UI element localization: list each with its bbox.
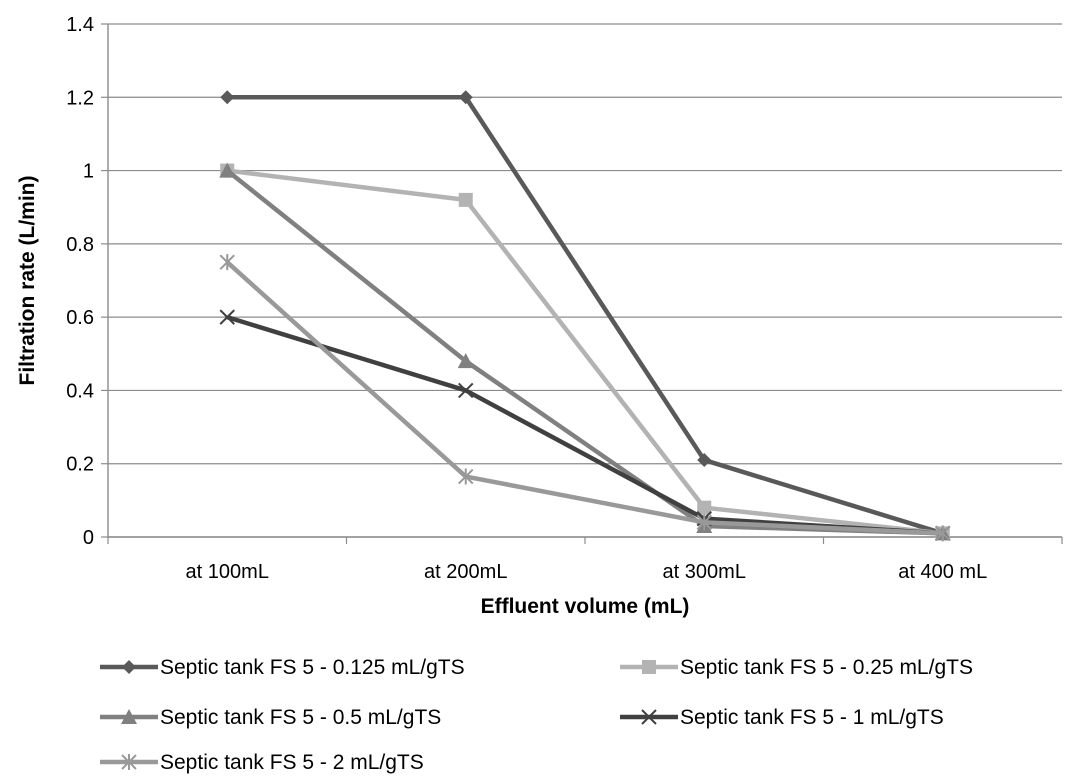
marker-triangle [219,162,236,178]
marker-x [458,382,474,399]
y-tick-label: 1 [83,161,94,183]
marker-square [458,192,473,207]
y-tick-label: 1.2 [66,87,94,109]
marker-diamond [220,90,235,105]
x-tick-label: at 200mL [424,561,507,583]
series-line [226,168,943,536]
series-line [227,95,944,536]
x-tick-label: at 100mL [186,561,269,583]
legend-item: Septic tank FS 5 - 0.5 mL/gTS [100,706,441,729]
series-group [219,90,951,542]
marker-diamond [697,453,712,468]
legend-label: Septic tank FS 5 - 2 mL/gTS [160,751,424,774]
x-tick-label: at 300mL [663,561,746,583]
x-axis-ticks: at 100mL at 200mL at 300mL at 400 mL [107,537,1063,583]
legend-item: Septic tank FS 5 - 0.25 mL/gTS [620,656,973,679]
legend-label: Septic tank FS 5 - 0.25 mL/gTS [680,656,973,679]
marker-triangle [457,353,474,369]
legend-item: Septic tank FS 5 - 2 mL/gTS [100,751,424,774]
y-tick-label: 0.4 [66,380,94,402]
marker-square [642,660,656,674]
marker-x [641,709,657,725]
legend-item: Septic tank FS 5 - 1 mL/gTS [620,706,944,729]
marker-star [219,254,235,271]
marker-diamond [122,660,136,674]
legend-item: Septic tank FS 5 - 0.125 mL/gTS [100,656,465,679]
marker-star [696,514,712,531]
marker-triangle [121,709,137,724]
y-tick-label: 0 [83,527,94,549]
marker-star [458,468,474,485]
marker-square [697,500,712,515]
series-line [225,260,943,536]
x-axis-title: Effluent volume (mL) [481,595,690,618]
series-4 [219,309,951,542]
y-tick-label: 0.6 [66,307,94,329]
y-tick-label: 1.4 [66,14,94,36]
y-axis-title: Filtration rate (L/min) [16,176,39,386]
series-5 [219,254,951,542]
marker-star [121,754,137,770]
legend-label: Septic tank FS 5 - 0.5 mL/gTS [160,706,441,729]
y-tick-label: 0.8 [66,234,94,256]
marker-star [935,525,951,542]
y-axis-ticks: 0 0.2 0.4 0.6 0.8 1 1.2 1.4 [66,14,108,549]
x-tick-label: at 400 mL [898,561,987,583]
legend-label: Septic tank FS 5 - 1 mL/gTS [680,706,944,729]
marker-x [219,309,235,325]
legend-label: Septic tank FS 5 - 0.125 mL/gTS [160,656,465,679]
y-tick-label: 0.2 [66,454,94,476]
marker-diamond [458,90,473,105]
series-1 [220,90,950,541]
legend: Septic tank FS 5 - 0.125 mL/gTS Septic ta… [100,656,973,774]
